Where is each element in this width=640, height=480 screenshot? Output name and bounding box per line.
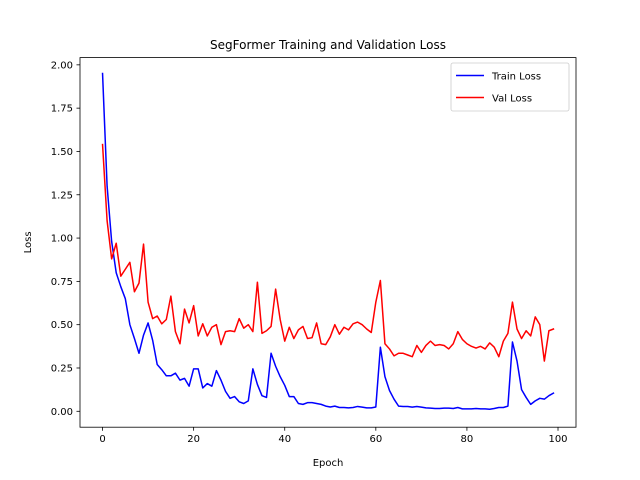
plot-area [80,57,576,428]
x-tick-label: 60 [369,434,382,445]
x-axis-label: Epoch [313,458,344,469]
legend-label-val: Val Loss [492,94,532,105]
x-tick-label: 40 [278,434,291,445]
legend: Train Loss Val Loss [450,62,570,112]
y-axis-label: Loss [23,231,34,253]
x-axis: 0 20 40 60 80 100 [99,427,568,445]
chart-title: SegFormer Training and Validation Loss [210,38,446,52]
axes-background [80,57,576,428]
y-tick-label: 1.50 [51,147,73,158]
y-tick-label: 0.50 [51,320,73,331]
legend-label-train: Train Loss [491,72,541,83]
y-tick-label: 0.25 [51,363,73,374]
x-tick-label: 100 [548,434,567,445]
series-line-train-loss [101,72,555,410]
y-tick-label: 2.00 [51,60,73,71]
x-tick-label: 80 [461,434,474,445]
x-tick-label: 0 [99,434,105,445]
y-tick-label: 1.00 [51,234,73,245]
x-tick-label: 20 [187,434,200,445]
y-tick-label: 0.00 [51,407,73,418]
y-tick-label: 0.75 [51,277,73,288]
series-line-val-loss [101,143,555,362]
y-tick-label: 1.75 [51,104,73,115]
axes-frame [79,57,577,428]
y-tick-label: 1.25 [51,190,73,201]
series-layer [101,72,555,410]
y-axis: 0.00 0.25 0.50 0.75 1.00 1.25 1.50 1.75 2.00 [51,60,80,418]
